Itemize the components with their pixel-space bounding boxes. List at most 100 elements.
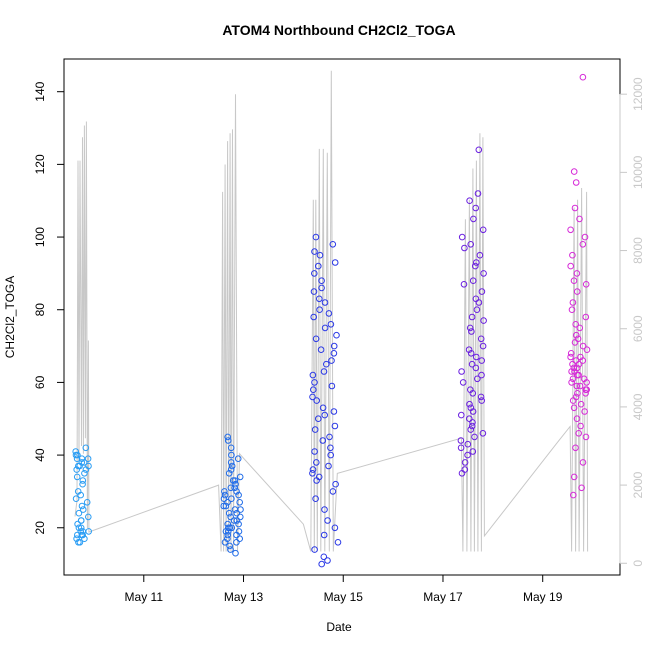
data-point xyxy=(329,241,337,248)
data-point xyxy=(73,535,80,543)
data-point xyxy=(473,353,480,361)
data-point xyxy=(74,488,82,495)
data-point xyxy=(457,444,465,452)
data-point xyxy=(472,364,480,372)
data-point xyxy=(224,499,231,506)
data-point xyxy=(313,477,320,484)
y2-tick-label: 4000 xyxy=(631,393,645,420)
data-point xyxy=(326,433,333,441)
data-point xyxy=(469,419,476,426)
data-point xyxy=(480,270,487,277)
data-point xyxy=(579,73,587,81)
data-point xyxy=(478,371,485,379)
data-point xyxy=(312,233,320,241)
data-point xyxy=(570,168,578,175)
data-point xyxy=(479,226,487,234)
data-point xyxy=(567,353,574,361)
data-point xyxy=(227,513,234,521)
data-point xyxy=(330,342,338,350)
data-point xyxy=(474,190,482,197)
data-point xyxy=(572,321,580,328)
data-point xyxy=(570,473,578,481)
data-point xyxy=(320,553,328,561)
data-point xyxy=(76,539,84,546)
data-point xyxy=(577,353,584,361)
data-point xyxy=(233,517,241,524)
data-point xyxy=(321,411,329,419)
altitude-series xyxy=(74,70,589,552)
data-point xyxy=(234,455,242,463)
data-point xyxy=(323,360,330,368)
data-point xyxy=(477,335,485,343)
data-point xyxy=(316,295,323,303)
x-axis: May 11 May 13 May 15 May 17 May 19 xyxy=(125,574,563,604)
data-point xyxy=(570,491,577,499)
data-point xyxy=(458,368,465,375)
data-point xyxy=(311,270,318,277)
data-point xyxy=(582,390,589,397)
data-point xyxy=(77,517,85,524)
data-point xyxy=(573,270,581,277)
y2-tick-label: 12000 xyxy=(631,77,645,111)
data-point xyxy=(333,331,340,339)
y-tick-label: 140 xyxy=(33,81,47,101)
plot-frame xyxy=(63,58,621,576)
y-tick-label: 40 xyxy=(33,448,47,462)
y-tick-label: 120 xyxy=(33,154,47,174)
data-point xyxy=(469,448,477,455)
data-point xyxy=(581,233,589,241)
data-point xyxy=(470,215,477,223)
data-point xyxy=(320,368,328,375)
data-point xyxy=(85,513,92,521)
data-point xyxy=(466,415,473,423)
data-point xyxy=(74,451,81,459)
data-point xyxy=(315,262,322,270)
data-point xyxy=(79,506,87,513)
data-point xyxy=(233,509,241,517)
data-point xyxy=(466,400,473,408)
data-point xyxy=(315,415,322,423)
data-point xyxy=(84,455,92,463)
data-point xyxy=(225,470,233,477)
data-point xyxy=(327,321,335,328)
data-point xyxy=(226,524,234,532)
data-point xyxy=(310,386,317,394)
data-point xyxy=(225,509,233,517)
data-point xyxy=(570,404,578,412)
data-point xyxy=(473,306,481,314)
data-point xyxy=(573,288,581,295)
data-point xyxy=(311,426,319,433)
data-point xyxy=(224,433,231,441)
data-point xyxy=(321,299,329,306)
data-point xyxy=(583,386,591,394)
data-point xyxy=(74,531,81,539)
y-axis-left: 20 40 60 80 100 120 140 xyxy=(33,81,65,534)
data-point xyxy=(85,528,92,535)
data-point xyxy=(227,444,235,452)
data-point xyxy=(479,342,487,350)
data-point xyxy=(467,426,475,433)
data-point xyxy=(331,259,339,266)
data-point xyxy=(316,306,323,314)
data-point xyxy=(309,466,317,473)
data-point xyxy=(85,462,92,470)
data-point xyxy=(582,433,590,441)
data-point xyxy=(583,346,591,354)
data-point xyxy=(580,375,588,383)
x-tick-label: May 15 xyxy=(324,590,364,604)
data-point xyxy=(325,310,333,317)
data-point xyxy=(72,495,80,503)
data-point xyxy=(479,430,487,437)
data-point xyxy=(313,397,321,404)
data-point xyxy=(224,528,232,535)
data-point xyxy=(236,499,243,506)
data-point xyxy=(316,251,324,259)
data-point xyxy=(318,284,325,292)
chart-title: ATOM4 Northbound CH2Cl2_TOGA xyxy=(222,22,455,38)
data-point xyxy=(75,509,83,517)
data-point xyxy=(222,502,230,510)
data-point xyxy=(227,459,235,466)
data-point xyxy=(478,357,486,364)
data-point xyxy=(569,360,576,368)
data-point xyxy=(235,520,242,528)
